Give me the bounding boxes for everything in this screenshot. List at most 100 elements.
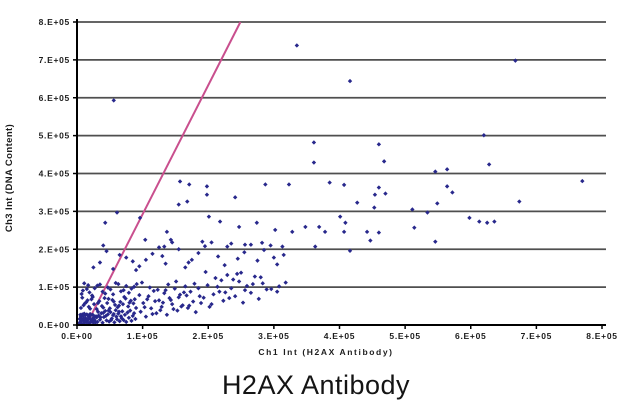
data-point [117,319,122,324]
data-point [85,283,91,288]
data-point [187,303,192,308]
data-point [150,251,155,256]
data-point [83,318,88,323]
x-tick-label: 6.E+05 [455,331,486,341]
data-point [264,287,269,292]
data-point [92,286,97,291]
data-point [122,294,127,300]
data-point [101,243,106,248]
data-point [171,306,176,312]
x-tick-label: 7.E+05 [521,331,552,341]
data-point [82,281,87,286]
data-point [172,286,177,291]
data-point [313,244,318,249]
data-point [234,271,240,277]
data-point [450,190,455,195]
data-point [197,294,202,299]
data-point [242,242,248,247]
data-points-layer [76,43,585,327]
data-point [169,301,175,307]
data-point [225,272,230,278]
data-point [82,301,88,306]
data-point [108,317,114,323]
data-point [105,285,111,290]
data-point [80,288,86,293]
data-point [229,241,234,246]
data-point [118,289,124,294]
y-tick-label: 5.E+05 [39,131,70,141]
data-point [274,262,280,267]
data-point [168,297,174,303]
data-point [127,308,133,313]
data-point [98,315,103,320]
data-point [240,300,246,305]
data-point [156,245,162,250]
data-point [91,265,96,270]
data-point [311,140,317,145]
data-point [215,254,221,259]
data-point [103,220,108,225]
data-point [341,229,347,235]
data-point [143,257,149,263]
data-point [156,298,162,303]
data-point [183,265,188,270]
data-point [196,250,201,256]
data-point [248,290,254,296]
data-point [114,314,119,319]
data-point [230,277,236,282]
data-point [141,300,146,306]
y-tick-labels: 0.E+00 1.E+05 2.E+05 3.E+05 4.E+05 5.E+05 6.E+… [39,17,70,330]
data-point [250,281,256,287]
data-point [517,199,522,204]
data-point [113,308,118,313]
gridlines [77,21,606,289]
data-point [376,142,382,147]
data-point [111,311,116,317]
data-point [477,219,482,224]
data-point [290,229,295,235]
data-point [176,295,181,300]
x-tick-label: 8.E+05 [586,331,617,341]
data-point [117,252,122,258]
data-point [139,280,145,285]
data-point [133,267,139,273]
data-point [78,305,84,311]
data-point [120,301,126,307]
data-point [102,295,107,301]
data-point [303,224,308,230]
data-point [97,282,103,287]
data-point [177,179,183,184]
data-point [91,320,96,325]
data-point [202,244,208,249]
data-point [132,297,137,302]
data-point [198,300,204,306]
data-point [236,279,242,284]
data-point [111,98,116,103]
data-point [162,290,167,296]
y-tick-label: 6.E+05 [39,93,70,103]
data-point [268,243,273,248]
data-point [137,215,143,221]
data-point [236,224,242,230]
data-point [219,278,224,283]
data-point [259,240,265,246]
data-point [355,200,360,205]
axes [73,19,606,329]
data-point [137,264,142,269]
data-point [129,318,134,324]
data-point [221,298,226,303]
scatter-plot: 0.E+00 1.E+05 2.E+05 3.E+05 4.E+05 5.E+05 6.E+… [4,17,617,357]
data-point [232,294,238,299]
data-point [158,308,163,313]
data-point [101,305,106,310]
data-point [138,309,143,314]
data-point [484,220,490,225]
data-point [131,301,136,306]
data-point [196,286,201,291]
data-point [95,319,100,325]
data-point [263,182,268,187]
data-point [260,281,265,286]
data-point [189,257,195,263]
y-tick-label: 7.E+05 [39,55,70,65]
data-point [207,304,212,310]
